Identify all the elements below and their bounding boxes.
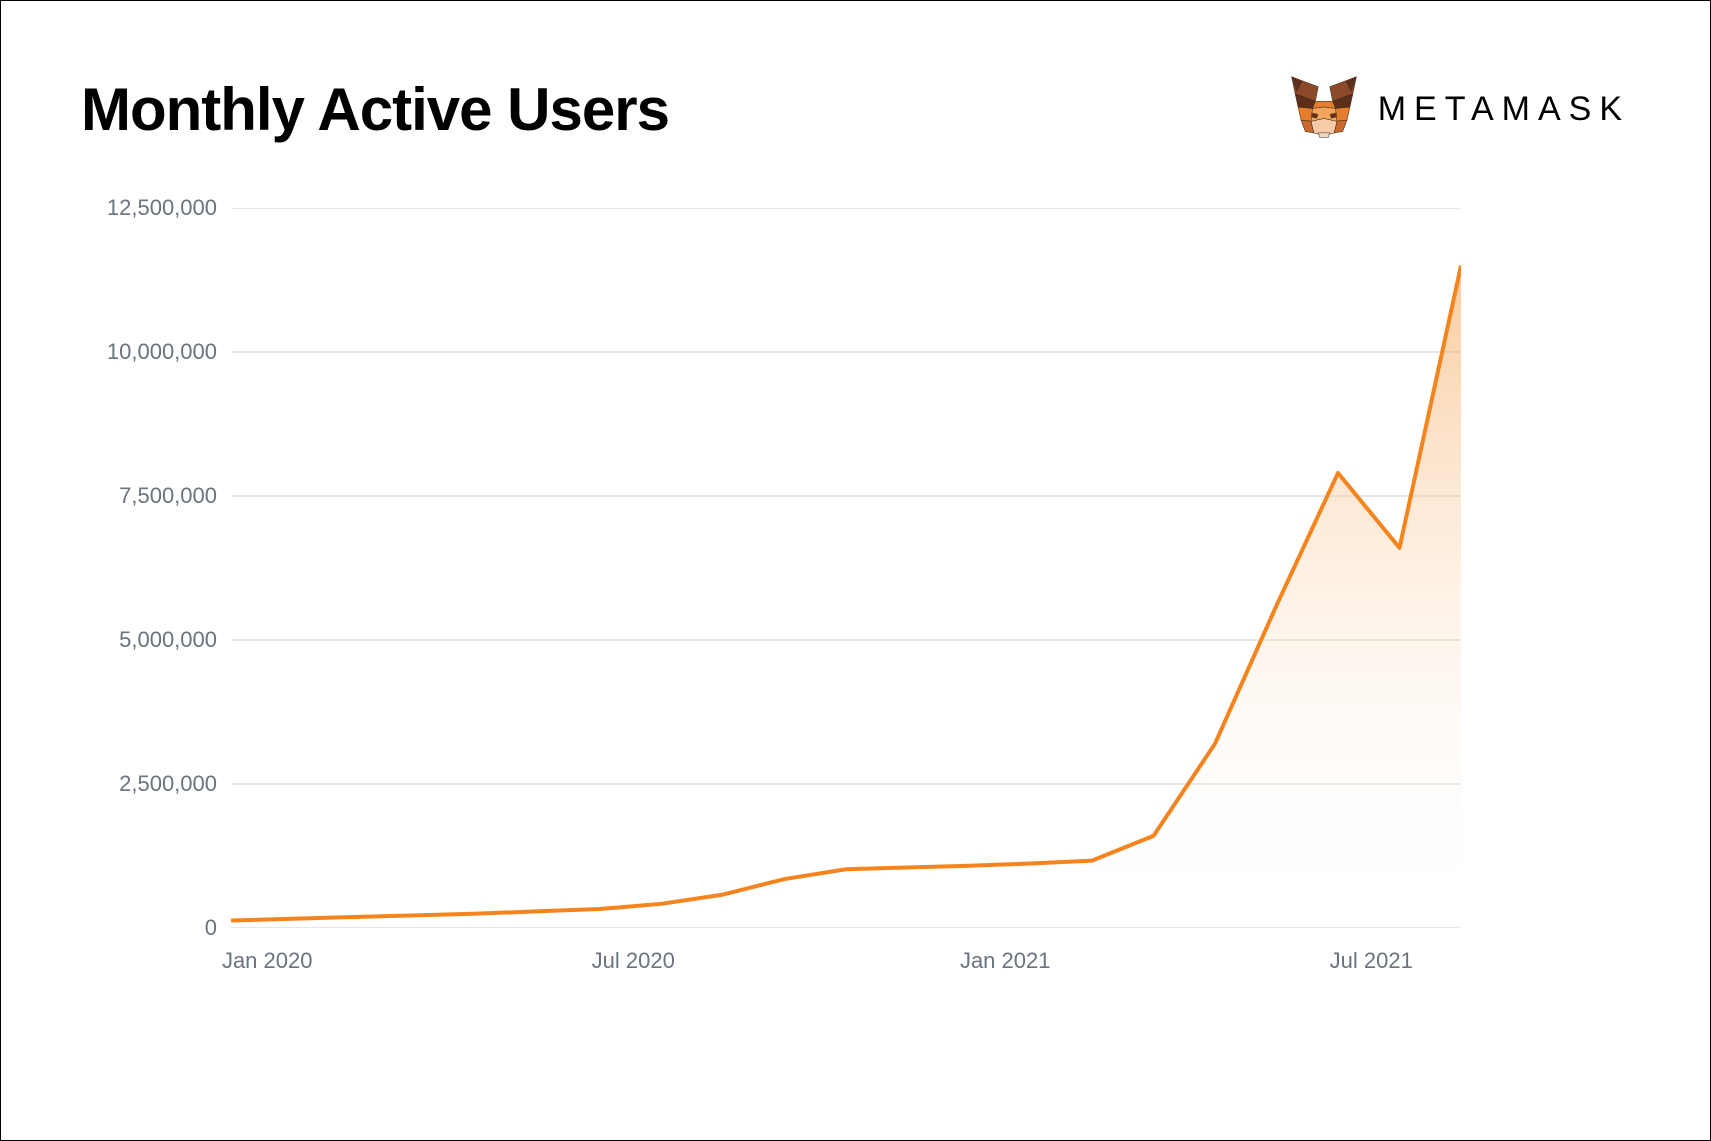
chart-card: Monthly Active Users METAMASK 12,500,000… xyxy=(0,0,1711,1141)
y-tick-label: 2,500,000 xyxy=(119,771,217,797)
y-tick-label: 12,500,000 xyxy=(107,195,217,221)
x-tick-label: Jul 2020 xyxy=(592,948,675,974)
x-tick-label: Jul 2021 xyxy=(1330,948,1413,974)
y-axis-labels: 12,500,00010,000,0007,500,0005,000,0002,… xyxy=(81,208,231,928)
metamask-logo-icon xyxy=(1288,71,1360,148)
y-tick-label: 10,000,000 xyxy=(107,339,217,365)
mau-area-chart: 12,500,00010,000,0007,500,0005,000,0002,… xyxy=(81,208,1461,928)
brand: METAMASK xyxy=(1288,71,1630,148)
y-tick-label: 5,000,000 xyxy=(119,627,217,653)
x-tick-label: Jan 2020 xyxy=(222,948,313,974)
x-axis-labels: Jan 2020Jul 2020Jan 2021Jul 2021 xyxy=(231,948,1461,988)
y-tick-label: 0 xyxy=(205,915,217,941)
y-tick-label: 7,500,000 xyxy=(119,483,217,509)
brand-name: METAMASK xyxy=(1378,90,1630,129)
x-tick-label: Jan 2021 xyxy=(960,948,1051,974)
plot-area xyxy=(231,208,1461,928)
header: Monthly Active Users METAMASK xyxy=(81,71,1630,148)
area-fill xyxy=(231,266,1461,928)
page-title: Monthly Active Users xyxy=(81,75,669,144)
